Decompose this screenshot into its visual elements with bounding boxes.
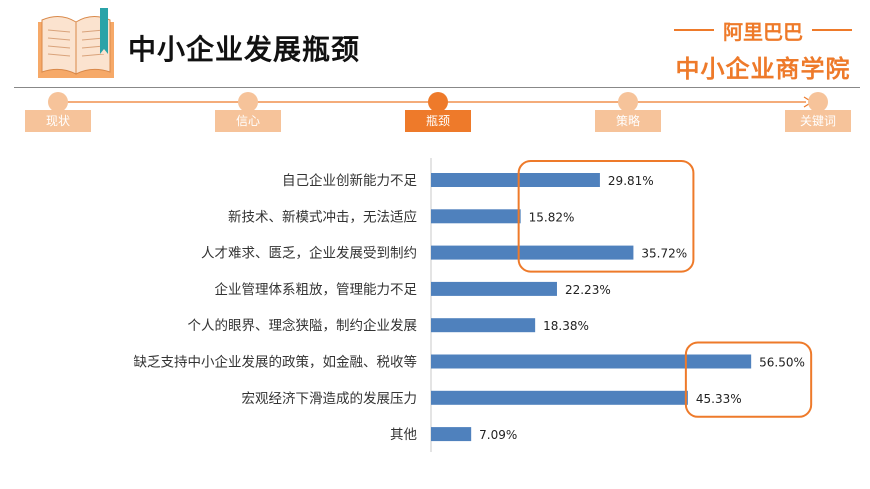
step-label-1[interactable]: 现状 <box>25 110 91 132</box>
step-dot-2 <box>238 92 258 112</box>
step-label-4[interactable]: 策略 <box>595 110 661 132</box>
logo-top-text: 阿里巴巴 <box>674 16 852 45</box>
book-icon <box>38 8 114 78</box>
value-label: 35.72% <box>641 247 687 261</box>
value-label: 15.82% <box>529 210 575 224</box>
value-label: 18.38% <box>543 319 589 333</box>
page-title: 中小企业发展瓶颈 <box>128 33 361 66</box>
header-divider <box>14 87 860 88</box>
category-label: 企业管理体系粗放，管理能力不足 <box>215 281 418 298</box>
logo-bottom-text: 中小企业商学院 <box>675 55 851 83</box>
bar <box>431 318 536 333</box>
step-label-5[interactable]: 关键词 <box>785 110 851 132</box>
category-label: 宏观经济下滑造成的发展压力 <box>242 391 418 407</box>
step-label-2[interactable]: 信心 <box>215 110 281 132</box>
category-label: 人才难求、匮乏，企业发展受到制约 <box>201 245 417 262</box>
bar <box>431 245 634 260</box>
value-label: 7.09% <box>479 428 517 442</box>
step-dot-5 <box>808 92 828 112</box>
step-dot-1 <box>48 92 68 112</box>
step-label-3[interactable]: 瓶颈 <box>405 110 471 132</box>
category-label: 个人的眼界、理念狭隘，制约企业发展 <box>188 317 418 334</box>
value-label: 22.23% <box>565 283 611 297</box>
highlight-box <box>684 341 813 418</box>
value-label: 56.50% <box>759 356 805 370</box>
category-label: 新技术、新模式冲击，无法适应 <box>228 208 417 225</box>
bar <box>431 354 752 369</box>
bar <box>431 390 688 405</box>
highlight-box <box>517 160 695 273</box>
bar <box>431 427 472 442</box>
category-label: 其他 <box>390 427 417 443</box>
category-label: 自己企业创新能力不足 <box>282 172 417 189</box>
brand-logo: 阿里巴巴 中小企业商学院 <box>674 16 852 84</box>
bar <box>431 209 521 224</box>
value-label: 45.33% <box>696 392 742 406</box>
category-label: 缺乏支持中小企业发展的政策，如金融、税收等 <box>134 354 418 371</box>
bar <box>431 173 600 187</box>
value-label: 29.81% <box>608 174 654 188</box>
bar <box>431 281 557 296</box>
step-timeline <box>48 92 828 112</box>
step-dot-4 <box>618 92 638 112</box>
step-dot-3 <box>428 92 448 112</box>
